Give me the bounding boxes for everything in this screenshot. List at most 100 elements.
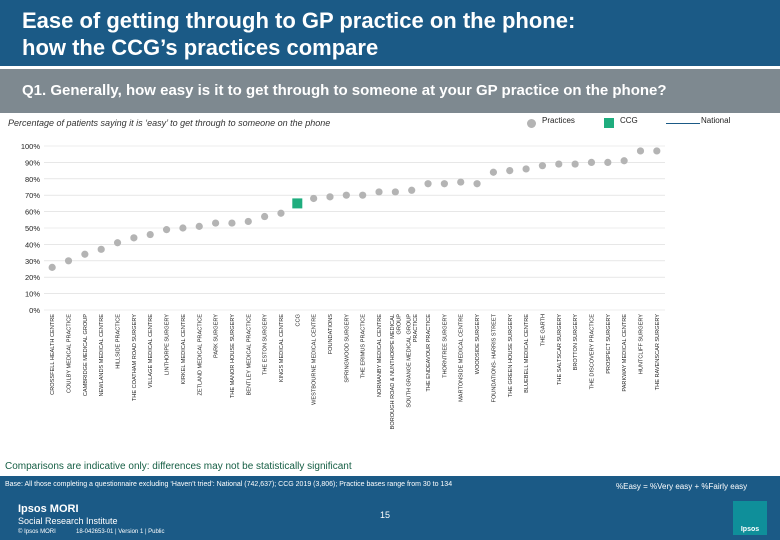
x-tick-label: THE ENDEAVOUR PRACTICE [426,314,432,392]
practice-point [277,209,285,217]
practice-point [587,158,596,166]
x-tick-label: KIRKEL MEDICAL CENTRE [181,314,187,385]
legend-ccg-marker [604,118,614,128]
practice-point [408,186,416,194]
x-tick-label: PARK SURGERY [214,314,220,358]
question-text: Q1. Generally, how easy is it to get thr… [22,82,667,99]
x-tick-label: CAMBRIDGE MEDICAL GROUP [83,314,89,396]
x-tick-label: WESTBOURNE MEDICAL CENTRE [312,314,318,405]
x-tick-label: THE RAVENSCAR SURGERY [655,314,661,391]
practice-point [97,245,105,253]
practice-point [653,147,661,155]
x-tick-label: BENTLEY MEDICAL PRACTICE [246,314,252,396]
logo-subtitle: Social Research Institute [18,516,118,526]
practice-point [261,212,269,221]
x-tick-label: SOUTH GRANGE MEDICAL GROUP [406,314,412,408]
practice-point [211,219,220,227]
legend-practices-marker [527,119,536,128]
practice-point [162,226,171,234]
x-tick-label: HUNTCLIFF SURGERY [639,314,645,374]
practice-point [244,217,252,226]
x-tick-label: THE MANOR HOUSE SURGERY [230,314,236,398]
easy-definition: %Easy = %Very easy + %Fairly easy [616,482,748,491]
practice-point [555,160,563,168]
x-tick-label: THE SALTSCAR SURGERY [557,314,563,385]
x-tick-label: THE ESTON SURGERY [263,314,269,375]
practice-point [326,193,334,201]
x-tick-label: LINTHORPE SURGERY [165,314,171,375]
practice-point [375,188,383,196]
x-tick-label: THE GREEN HOUSE SURGERY [508,314,514,397]
practice-point [179,224,187,232]
y-tick-label: 50% [25,224,40,233]
legend-ccg-label: CCG [620,116,638,125]
practice-point [440,180,448,188]
chart-subtitle: Percentage of patients saying it is ‘eas… [8,118,331,128]
practice-point [604,158,612,166]
x-tick-label: VILLAGE MEDICAL CENTRE [148,314,154,388]
footer-bar [0,476,780,540]
y-tick-label: 40% [25,240,40,249]
practice-point [424,180,432,188]
page-title: Ease of getting through to GP practice o… [22,8,576,60]
x-tick-label: NEWLANDS MEDICAL CENTRE [99,314,105,397]
practice-point [571,160,579,168]
x-tick-label: PARKWAY MEDICAL CENTRE [622,314,628,392]
y-tick-label: 20% [25,273,40,282]
x-tick-label: HILLSIDE PRACTICE [116,314,122,369]
x-tick-label: THE COATHAM ROAD SURGERY [132,314,138,401]
x-tick-label: BROTTON SURGERY [573,314,579,371]
ipsos-mori-logo: Ipsos MORI [18,503,79,515]
y-tick-label: 0% [29,306,40,315]
y-tick-label: 90% [25,158,40,167]
x-tick-label: PROSPECT SURGERY [606,314,612,374]
practice-point [391,188,399,196]
x-tick-label: BLUEBELL MEDICAL CENTRE [524,314,530,393]
x-tick-label: THE DISCOVERY PRACTICE [590,314,596,390]
ccg-marker [292,198,303,209]
practice-point [64,257,73,265]
y-tick-label: 70% [25,191,40,200]
x-tick-label: CCG [295,314,301,326]
x-tick-label: THORNTREE SURGERY [442,314,448,378]
x-tick-label: PRACTICE [413,314,419,343]
practice-point [473,180,481,188]
comparison-note: Comparisons are indicative only: differe… [5,461,352,472]
base-note: Base: All those completing a questionnai… [5,481,453,488]
x-tick-label: BOROUGH ROAD & NUNTHORPE MEDICAL [390,314,396,429]
x-tick-label: CROSSFELL HEALTH CENTRE [50,314,56,395]
practice-point [48,263,56,271]
x-tick-label: NORMANBY MEDICAL CENTRE [377,314,383,397]
practice-point [359,191,367,199]
practice-point [81,250,89,258]
x-tick-label: GROUP [397,314,403,335]
x-tick-label: MARTONSIDE MEDICAL CENTRE [459,314,465,402]
x-tick-label: FOUNDATIONS- HARRIS STREET [491,313,497,402]
x-tick-label: COULBY MEDICAL PRACTICE [67,314,73,393]
practice-point [538,162,547,170]
x-tick-label: WOODSIDE SURGERY [475,314,481,374]
practice-point [310,194,318,203]
x-tick-label: SPRINGWOOD SURGERY [344,314,350,383]
chart-area: 0% 10% 20% 30% 40% 50% 60% 70% 80% 90% 100% CROSSFE… [21,142,665,429]
version-info: 18-042653-01 | Version 1 | Public [76,529,165,535]
practice-point [113,239,122,247]
ipsos-badge: Ipsos [733,501,767,535]
legend-national-label: National [701,116,731,125]
legend-practices-label: Practices [542,116,575,125]
practice-point [195,222,203,230]
legend-national-line [666,123,700,124]
practice-point [342,191,350,199]
x-tick-label: KINGS MEDICAL CENTRE [279,314,285,382]
practice-point [620,157,628,165]
practice-point [489,168,498,176]
header-bar [0,0,780,66]
copyright: © Ipsos MORI [18,529,56,535]
question-bar [0,69,780,113]
practice-point [522,165,530,173]
x-tick-label: ZETLAND MEDICAL PRACTICE [197,314,203,396]
y-tick-label: 80% [25,175,40,184]
practice-point [146,230,154,239]
practice-point [457,178,465,186]
practice-point [636,147,645,155]
